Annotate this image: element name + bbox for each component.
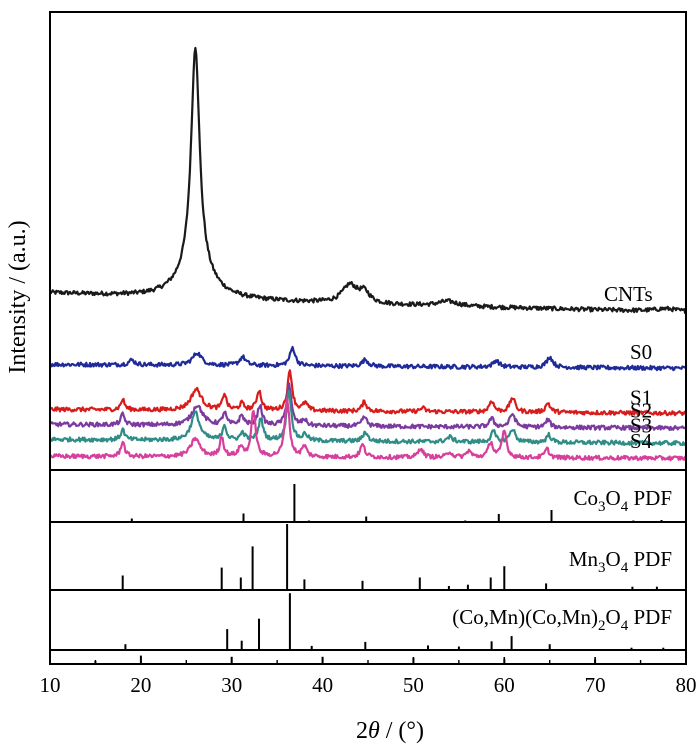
- series-label-s3: S3: [630, 414, 652, 438]
- x-tick-label-10: 10: [40, 673, 61, 697]
- x-axis-title-theta: θ: [368, 718, 380, 744]
- x-axis-ticks: 10 20 30 40 50 60 70 80: [40, 657, 697, 697]
- series-line-s0: [49, 345, 688, 372]
- series-label-cnts: CNTs: [604, 282, 653, 306]
- x-tick-label-70: 70: [585, 673, 606, 697]
- x-tick-label-50: 50: [403, 673, 424, 697]
- series-line-s1: [49, 369, 688, 417]
- plot-frame: [49, 11, 687, 665]
- series-line-s4: [49, 396, 687, 462]
- series-line-s3: [49, 389, 688, 447]
- y-axis-title: Intensity / (a.u.): [5, 220, 31, 373]
- ref-label-2: Mn3O4 PDF: [569, 547, 672, 576]
- x-axis-title: 2θ / (°): [356, 718, 424, 744]
- reference-patterns-layer: Co3O4 PDF Mn3O4 PDF (Co,Mn)(Co,Mn)2O4 PDF: [94, 484, 687, 664]
- series-label-s1: S1: [630, 386, 652, 410]
- x-tick-label-40: 40: [312, 673, 333, 697]
- x-tick-label-20: 20: [130, 673, 151, 697]
- x-tick-label-30: 30: [221, 673, 242, 697]
- series-label-s4: S4: [630, 429, 653, 453]
- ref-label-3: (Co,Mn)(Co,Mn)2O4 PDF: [452, 605, 672, 634]
- series-line-cnts: [49, 46, 687, 315]
- series-label-s2: S2: [630, 398, 652, 422]
- ref-label-1: Co3O4 PDF: [574, 486, 672, 515]
- series-label-s0: S0: [630, 340, 652, 364]
- x-axis-title-prefix: 2: [356, 718, 368, 744]
- x-axis-title-suffix: / (°): [380, 718, 424, 744]
- series-line-s2: [49, 382, 687, 432]
- x-tick-label-80: 80: [676, 673, 697, 697]
- x-tick-label-60: 60: [494, 673, 515, 697]
